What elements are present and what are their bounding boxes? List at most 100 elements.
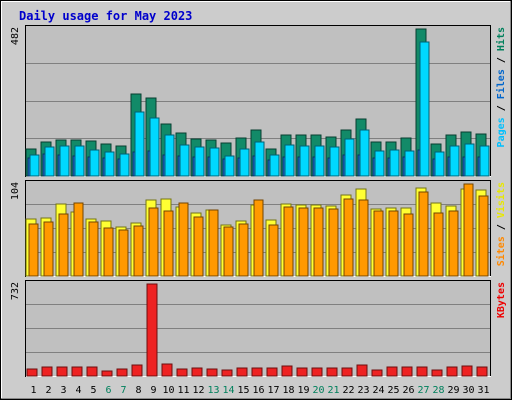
bar-pages-day-24 <box>374 150 385 177</box>
bar-pages-day-21 <box>329 146 340 177</box>
bar-kbytes-day-30 <box>461 365 473 377</box>
legend: Pages / Files / Hits <box>495 27 507 147</box>
bar-pages-day-4 <box>74 145 85 177</box>
x-tick-label: 18 <box>282 385 294 396</box>
chart-panel-3: 732 KBytes <box>10 280 507 377</box>
bar-sites-day-10 <box>163 210 174 277</box>
bar-pages-day-19 <box>299 145 310 177</box>
bar-sites-day-15 <box>238 223 249 277</box>
bar-sites-day-5 <box>88 221 99 277</box>
bar-sites-day-17 <box>268 224 279 277</box>
bar-pages-day-15 <box>239 148 250 177</box>
x-tick-label: 23 <box>357 385 369 396</box>
bar-sites-day-12 <box>193 216 204 277</box>
bar-kbytes-day-10 <box>161 363 173 377</box>
bar-pages-day-12 <box>194 146 205 177</box>
bar-pages-day-29 <box>449 145 460 177</box>
x-tick-label: 11 <box>177 385 189 396</box>
legend-item: Files <box>495 69 507 99</box>
bar-kbytes-day-4 <box>71 366 83 377</box>
x-tick-label: 30 <box>462 385 474 396</box>
bar-sites-day-13 <box>208 209 219 277</box>
bar-sites-day-2 <box>43 221 54 277</box>
bar-kbytes-day-23 <box>356 364 368 377</box>
bar-sites-day-18 <box>283 206 294 277</box>
bar-kbytes-day-1 <box>26 368 38 377</box>
bar-pages-day-16 <box>254 141 265 177</box>
x-tick-label: 26 <box>402 385 414 396</box>
bar-sites-day-14 <box>223 226 234 277</box>
bar-kbytes-day-15 <box>236 367 248 377</box>
bar-kbytes-day-14 <box>221 369 233 377</box>
bar-pages-day-1 <box>29 154 40 177</box>
bar-pages-day-17 <box>269 154 280 177</box>
x-tick-label: 16 <box>252 385 264 396</box>
legend-item: Hits <box>495 27 507 51</box>
x-tick-label: 7 <box>120 385 126 396</box>
bar-kbytes-day-29 <box>446 366 458 377</box>
bar-kbytes-day-3 <box>56 366 68 377</box>
bar-pages-day-11 <box>179 144 190 177</box>
bar-sites-day-26 <box>403 213 414 277</box>
x-tick-label: 22 <box>342 385 354 396</box>
x-tick-label: 4 <box>75 385 81 396</box>
y-max-label: 732 <box>10 282 21 300</box>
bar-kbytes-day-27 <box>416 366 428 377</box>
x-tick-label: 20 <box>312 385 324 396</box>
x-tick-label: 27 <box>417 385 429 396</box>
x-tick-label: 13 <box>207 385 219 396</box>
legend-item: KBytes <box>496 282 507 318</box>
x-tick-label: 21 <box>327 385 339 396</box>
y-max-label: 482 <box>10 27 21 45</box>
bar-sites-day-31 <box>478 195 489 277</box>
bar-sites-day-27 <box>418 191 429 277</box>
chart-panel-2: 104 Sites / Visits <box>10 180 507 277</box>
x-tick-label: 1 <box>30 385 36 396</box>
bar-pages-day-10 <box>164 134 175 177</box>
bar-kbytes-day-16 <box>251 367 263 377</box>
bar-sites-day-22 <box>343 198 354 277</box>
legend-separator: / <box>496 51 507 69</box>
bar-kbytes-day-20 <box>311 367 323 377</box>
bar-sites-day-21 <box>328 208 339 277</box>
bar-sites-day-30 <box>463 183 474 277</box>
x-tick-label: 5 <box>90 385 96 396</box>
bar-kbytes-day-31 <box>476 366 488 377</box>
y-max-label: 104 <box>10 182 21 200</box>
bar-pages-day-7 <box>119 153 130 177</box>
bar-kbytes-day-11 <box>176 368 188 377</box>
bar-kbytes-day-22 <box>341 367 353 377</box>
x-tick-label: 10 <box>162 385 174 396</box>
chart-title: Daily usage for May 2023 <box>19 9 192 23</box>
bar-sites-day-1 <box>28 223 39 277</box>
bar-kbytes-day-8 <box>131 364 143 377</box>
bar-kbytes-day-12 <box>191 367 203 377</box>
bar-sites-day-20 <box>313 207 324 277</box>
bar-kbytes-day-13 <box>206 368 218 377</box>
bar-kbytes-day-18 <box>281 365 293 377</box>
bar-kbytes-day-21 <box>326 367 338 377</box>
legend-separator: / <box>496 99 507 117</box>
bar-sites-day-8 <box>133 225 144 277</box>
x-tick-label: 19 <box>297 385 309 396</box>
bar-pages-day-22 <box>344 138 355 177</box>
bar-kbytes-day-26 <box>401 366 413 377</box>
bar-pages-day-6 <box>104 151 115 177</box>
bar-sites-day-6 <box>103 227 114 277</box>
legend-item: Visits <box>495 182 507 218</box>
bar-sites-day-29 <box>448 210 459 277</box>
bar-pages-day-31 <box>479 145 490 177</box>
bar-pages-day-2 <box>44 146 55 177</box>
bar-sites-day-23 <box>358 199 369 277</box>
legend: Sites / Visits <box>495 182 507 266</box>
x-tick-label: 6 <box>105 385 111 396</box>
legend: KBytes <box>496 282 507 318</box>
bar-pages-day-18 <box>284 144 295 177</box>
bar-pages-day-20 <box>314 145 325 177</box>
bar-sites-day-4 <box>73 202 84 277</box>
x-tick-label: 24 <box>372 385 384 396</box>
bar-kbytes-day-25 <box>386 366 398 377</box>
x-tick-label: 28 <box>432 385 444 396</box>
